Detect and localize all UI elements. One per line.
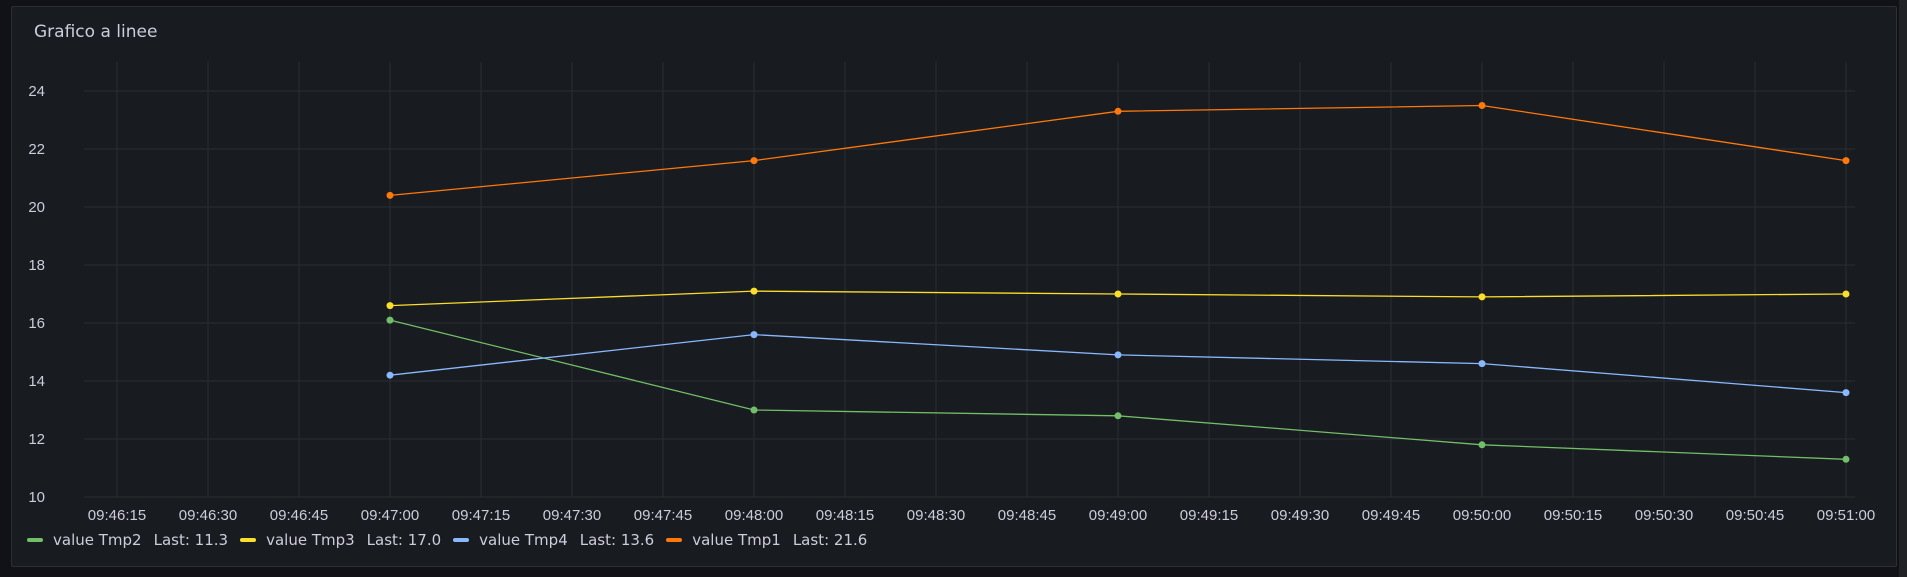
series-value-tmp2[interactable] xyxy=(386,316,1850,463)
legend-last-number: 11.3 xyxy=(189,531,229,549)
legend-item[interactable]: value Tmp4 Last: 13.6 xyxy=(453,531,654,549)
legend-last-number: 13.6 xyxy=(616,531,655,549)
y-tick-label: 10 xyxy=(28,489,45,506)
data-point[interactable] xyxy=(1478,360,1486,368)
data-point[interactable] xyxy=(1478,293,1486,301)
x-tick-label: 09:47:00 xyxy=(361,507,419,524)
data-point[interactable] xyxy=(1478,441,1486,449)
legend-series-name: value Tmp3 xyxy=(266,531,355,549)
data-point[interactable] xyxy=(1842,455,1850,463)
x-tick-label: 09:49:15 xyxy=(1180,507,1238,524)
x-tick-label: 09:51:00 xyxy=(1817,507,1875,524)
y-axis: 10 12 14 16 18 20 22 24 xyxy=(28,83,45,506)
y-tick-label: 24 xyxy=(28,83,45,100)
x-tick-label: 09:50:15 xyxy=(1544,507,1602,524)
x-tick-label: 09:48:00 xyxy=(725,507,783,524)
data-point[interactable] xyxy=(386,302,394,310)
legend-series-name: value Tmp2 xyxy=(53,531,142,549)
data-point[interactable] xyxy=(1478,102,1486,109)
y-tick-label: 18 xyxy=(28,257,45,274)
legend-item[interactable]: value Tmp3 Last: 17.0 xyxy=(240,531,441,549)
legend-swatch-icon xyxy=(27,538,43,542)
y-tick-label: 16 xyxy=(28,315,45,332)
x-tick-label: 09:49:30 xyxy=(1271,507,1329,524)
legend-swatch-icon xyxy=(240,538,257,542)
data-point[interactable] xyxy=(1114,351,1122,359)
series-value-tmp3[interactable] xyxy=(386,287,1850,310)
data-point[interactable] xyxy=(1114,107,1122,115)
chart-panel: Grafico a linee xyxy=(11,6,1897,567)
data-point[interactable] xyxy=(386,191,394,199)
legend-swatch-icon xyxy=(666,538,683,542)
data-point[interactable] xyxy=(1842,290,1850,298)
legend-last-value: Last: 11.3 xyxy=(154,531,228,549)
legend-last-label: Last: xyxy=(366,531,403,549)
legend-swatch-icon xyxy=(453,538,470,542)
x-tick-label: 09:47:45 xyxy=(634,507,692,524)
x-tick-label: 09:47:30 xyxy=(543,507,601,524)
y-tick-label: 14 xyxy=(28,373,45,390)
data-point[interactable] xyxy=(1842,157,1850,165)
data-point[interactable] xyxy=(1114,290,1122,298)
x-tick-label: 09:46:15 xyxy=(88,507,146,524)
x-tick-label: 09:49:45 xyxy=(1362,507,1420,524)
panel-title[interactable]: Grafico a linee xyxy=(34,22,158,42)
data-point[interactable] xyxy=(386,371,394,379)
chart-series xyxy=(386,102,1850,463)
legend-last-number: 21.6 xyxy=(829,531,868,549)
series-value-tmp1[interactable] xyxy=(386,102,1850,199)
x-tick-label: 09:50:45 xyxy=(1726,507,1784,524)
chart-legend: value Tmp2 Last: 11.3 value Tmp3 Last: 17.0… xyxy=(27,531,879,549)
legend-series-name: value Tmp4 xyxy=(479,531,568,549)
legend-item[interactable]: value Tmp2 Last: 11.3 xyxy=(27,531,228,549)
data-point[interactable] xyxy=(750,331,758,339)
x-tick-label: 09:48:30 xyxy=(907,507,965,524)
legend-last-value: Last: 17.0 xyxy=(367,531,441,549)
legend-item[interactable]: value Tmp1 Last: 21.6 xyxy=(666,531,867,549)
x-tick-label: 09:46:45 xyxy=(270,507,328,524)
x-tick-label: 09:47:15 xyxy=(452,507,510,524)
data-point[interactable] xyxy=(1114,412,1122,420)
legend-last-label: Last: xyxy=(153,531,190,549)
data-point[interactable] xyxy=(1842,389,1850,397)
legend-last-label: Last: xyxy=(792,531,830,549)
y-tick-label: 20 xyxy=(28,199,45,216)
x-tick-label: 09:50:30 xyxy=(1635,507,1693,524)
chart-grid xyxy=(84,62,1855,498)
x-tick-label: 09:49:00 xyxy=(1089,507,1147,524)
data-point[interactable] xyxy=(750,157,758,165)
panel-resize-handle[interactable] xyxy=(1899,0,1907,577)
y-tick-label: 12 xyxy=(28,431,45,448)
x-tick-label: 09:48:15 xyxy=(816,507,874,524)
series-value-tmp4[interactable] xyxy=(386,331,1850,397)
data-point[interactable] xyxy=(750,287,758,295)
legend-last-label: Last: xyxy=(579,531,617,549)
x-tick-label: 09:48:45 xyxy=(998,507,1056,524)
data-point[interactable] xyxy=(386,316,394,324)
legend-last-value: Last: 21.6 xyxy=(793,531,867,549)
x-tick-label: 09:50:00 xyxy=(1453,507,1511,524)
legend-last-number: 17.0 xyxy=(402,531,442,549)
x-axis: 09:46:15 09:46:30 09:46:45 09:47:00 09:47:15… xyxy=(88,507,1875,524)
x-tick-label: 09:46:30 xyxy=(179,507,237,524)
legend-last-value: Last: 13.6 xyxy=(580,531,654,549)
data-point[interactable] xyxy=(750,406,758,414)
y-tick-label: 22 xyxy=(28,141,45,158)
legend-series-name: value Tmp1 xyxy=(692,531,781,549)
